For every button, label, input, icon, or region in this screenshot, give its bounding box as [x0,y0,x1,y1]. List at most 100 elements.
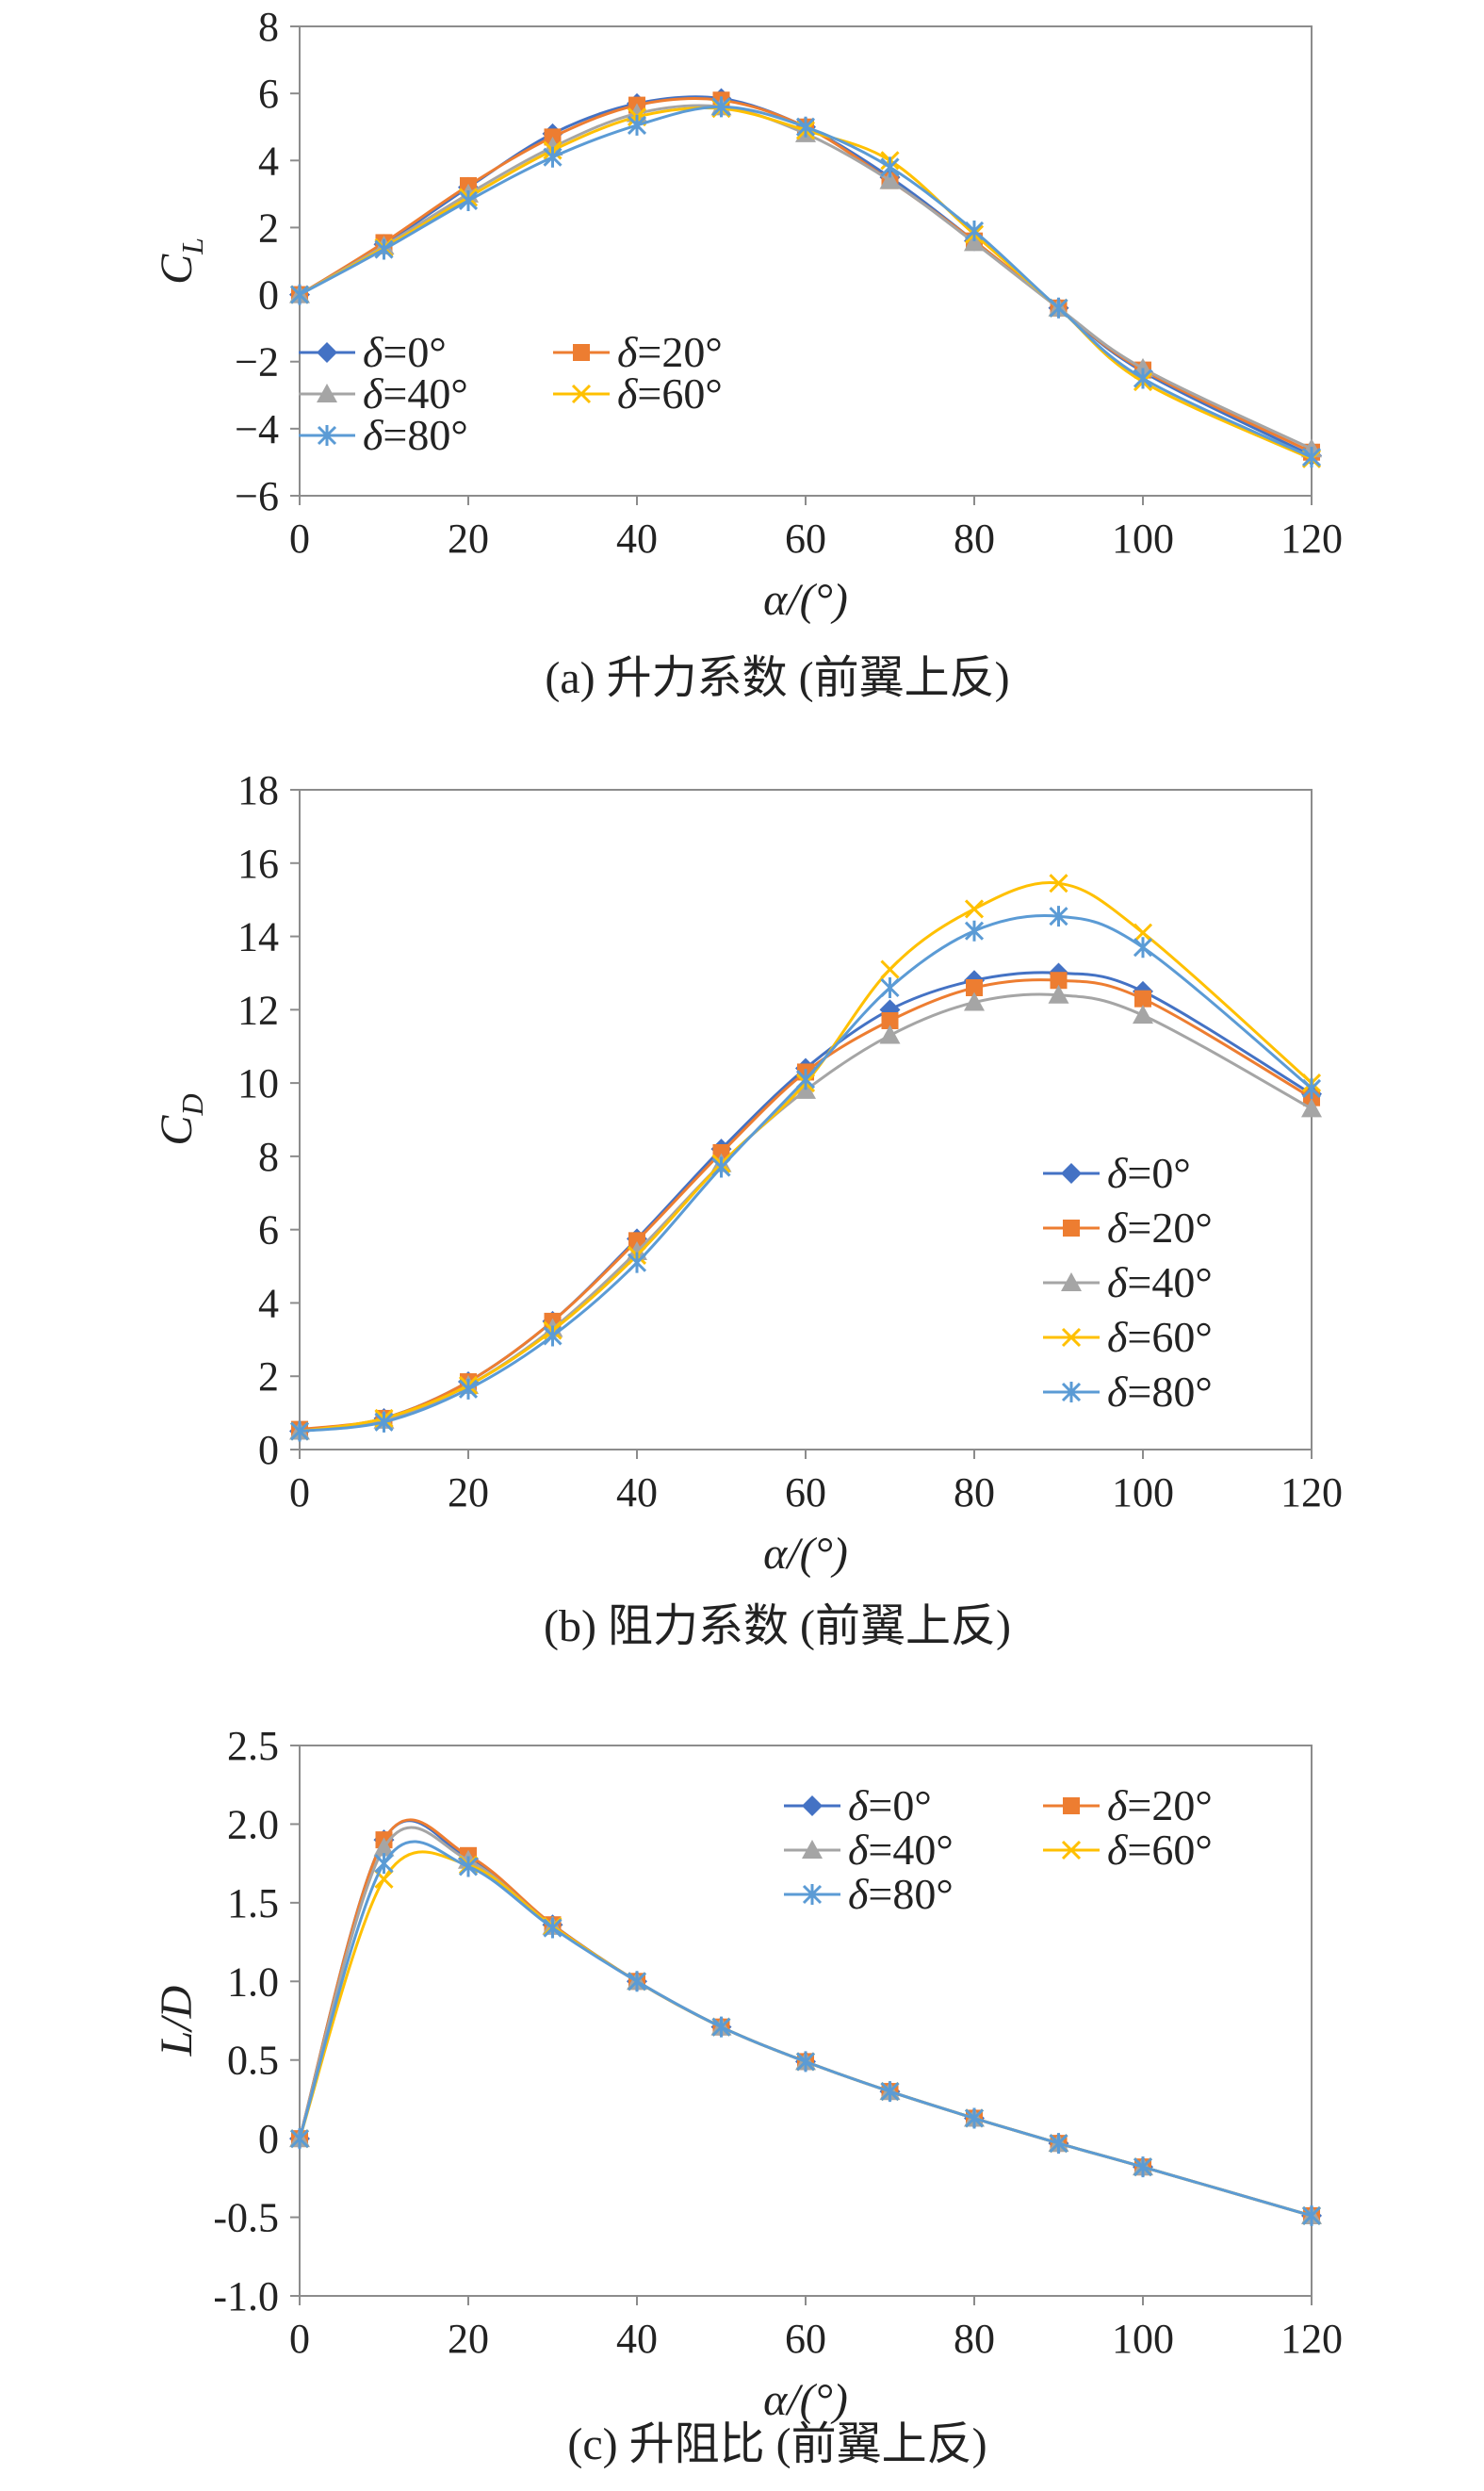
legend-label: δ=0° [1107,1149,1191,1197]
y-tick-label: 2 [258,1353,279,1400]
data-point-delta-80 [1133,937,1153,959]
legend-swatch-marker [317,384,337,402]
x-tick-label: 20 [448,1469,489,1516]
y-tick-label: 10 [237,1060,279,1106]
x-tick-label: 20 [448,2316,489,2362]
legend-swatch-marker [1061,1272,1082,1291]
data-point-delta-80 [1133,2156,1153,2178]
data-point-delta-80 [289,2128,310,2150]
data-point-delta-80 [1049,297,1068,319]
y-tick-label: 2.5 [227,1723,279,1769]
y-axis-label: L/D [152,1986,202,2057]
legend-swatch-marker [802,1840,823,1859]
data-point-delta-80 [374,238,394,260]
data-point-delta-80 [711,1156,731,1178]
data-point-delta-80 [1133,368,1153,389]
data-point-delta-20 [881,1012,899,1029]
y-tick-label: 14 [237,914,279,960]
legend-swatch-marker [1063,1797,1080,1814]
series-line-delta-40 [298,1826,1313,2218]
x-tick-label: 40 [616,1469,658,1516]
legend-swatch-marker [1063,1220,1080,1237]
y-tick-label: −4 [235,406,279,452]
legend-swatch-marker [1061,1382,1082,1402]
legend-item-delta-40: δ=40° [1043,1258,1213,1306]
legend-item-delta-40: δ=40° [299,369,468,418]
data-point-delta-80 [795,116,816,138]
legend-label: δ=60° [1107,1313,1213,1361]
data-point-delta-80 [627,1971,647,1992]
legend-label: δ=20° [1107,1204,1213,1252]
y-tick-label: 2 [258,205,279,251]
y-tick-label: −2 [235,339,279,385]
series-line-delta-80 [298,1840,1313,2218]
series-line-delta-0 [298,1819,1313,2218]
y-tick-label: 12 [237,987,279,1033]
legend-label: δ=40° [363,369,468,418]
legend-item-delta-20: δ=20° [1043,1781,1213,1829]
series-line-delta-20 [298,1818,1313,2218]
legend-item-delta-60: δ=60° [1043,1313,1213,1361]
x-tick-label: 80 [954,516,995,562]
y-tick-label: 0 [258,272,279,319]
data-point-delta-40 [964,232,985,252]
data-point-delta-20 [966,979,983,996]
legend-label: δ=60° [617,369,723,418]
series-delta-0 [289,1819,1322,2226]
panel-lift-drag-ratio: -1.0 -0.5 0 0.5 1.0 1.5 2.0 2.5 0 20 40 60 80 100 120 α… [152,1723,1343,2469]
data-point-delta-80 [1049,2133,1068,2155]
legend-item-delta-0: δ=0° [784,1781,932,1829]
legend: δ=0° δ=20° δ=40° δ=60° δ=80° [1043,1149,1213,1416]
series-line-delta-60 [298,1850,1313,2218]
data-point-delta-80 [458,1378,479,1400]
legend-item-delta-80: δ=80° [299,411,468,459]
y-tick-label: 6 [258,71,279,117]
y-tick-label: -0.5 [213,2195,279,2241]
data-point-delta-80 [374,1411,394,1433]
legend-item-delta-80: δ=80° [1043,1368,1213,1416]
legend-label: δ=20° [1107,1781,1213,1829]
data-point-delta-60 [1133,923,1153,942]
panel-drag-coefficient: 0 2 4 6 8 10 12 14 16 18 0 20 40 60 80 100 120 α/(°) CD δ=0… [152,767,1343,1651]
figure-caption: (b) 阻力系数 (前翼上反) [544,1601,1011,1651]
y-tick-label: 1.0 [227,1958,279,2005]
series-delta-80 [289,906,1322,1442]
legend-item-delta-0: δ=0° [1043,1149,1191,1197]
x-tick-label: 120 [1280,1469,1343,1516]
data-point-delta-40 [964,991,985,1011]
legend-swatch-marker [1061,1163,1082,1184]
data-point-delta-80 [374,1853,394,1875]
series-delta-60 [289,1850,1322,2225]
data-point-delta-80 [964,2107,985,2129]
x-tick-label: 60 [785,1469,826,1516]
y-tick-label: 0 [258,2116,279,2162]
series-delta-80 [289,96,1322,468]
x-tick-label: 60 [785,2316,826,2362]
x-tick-label: 120 [1280,2316,1343,2362]
data-point-delta-80 [880,2081,900,2103]
legend-swatch-marker [1061,1840,1082,1860]
x-tick-label: 0 [289,1469,310,1516]
legend-swatch-marker [802,1884,823,1905]
legend-label: δ=40° [848,1826,954,1874]
x-tick-label: 0 [289,2316,310,2362]
x-tick-label: 80 [954,1469,995,1516]
data-point-delta-80 [289,284,310,305]
y-tick-label: 8 [258,4,279,50]
data-point-delta-40 [1133,1005,1153,1024]
figure-caption: (a) 升力系数 (前翼上反) [545,653,1009,703]
data-point-delta-80 [543,1325,563,1347]
legend-item-delta-20: δ=20° [1043,1204,1213,1252]
data-point-delta-40 [1048,984,1069,1004]
x-axis-label: α/(°) [763,1529,848,1579]
legend-item-delta-80: δ=80° [784,1870,954,1918]
data-point-delta-80 [543,1917,563,1939]
legend-label: δ=80° [848,1870,954,1918]
x-tick-label: 120 [1280,516,1343,562]
x-tick-label: 100 [1112,516,1174,562]
data-point-delta-80 [458,1856,479,1877]
series-delta-20 [291,1818,1320,2224]
y-tick-label: −6 [235,473,279,519]
